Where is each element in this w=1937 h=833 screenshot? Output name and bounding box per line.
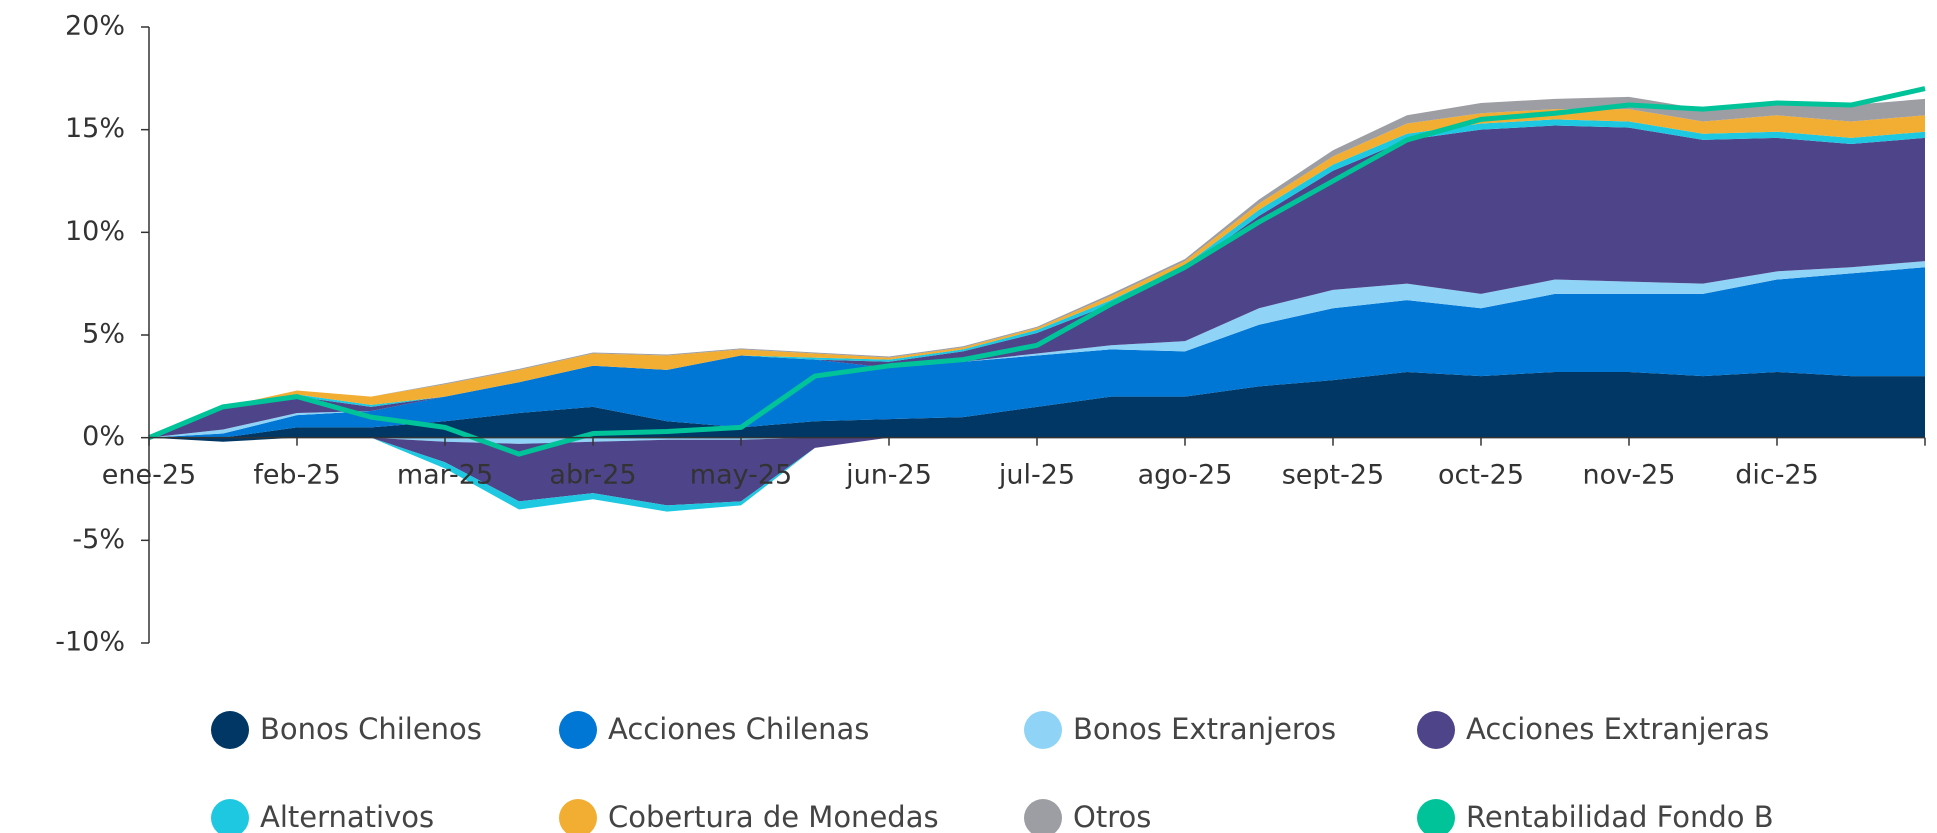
legend-swatch [1024, 711, 1062, 749]
x-tick-label: ago-25 [1138, 460, 1233, 491]
legend-label: Acciones Extranjeras [1466, 712, 1769, 746]
legend-swatch [211, 711, 249, 749]
legend-swatch [1417, 711, 1455, 749]
area [149, 125, 1925, 506]
area [149, 261, 1925, 444]
legend-label: Alternativos [260, 800, 434, 833]
legend-swatch [1417, 799, 1455, 833]
x-tick-label: jul-25 [998, 460, 1075, 491]
x-tick-label: oct-25 [1438, 460, 1524, 491]
y-tick-label: -10% [55, 627, 125, 658]
x-tick-label: ene-25 [102, 460, 196, 491]
legend-label: Cobertura de Monedas [608, 800, 939, 833]
x-tick-label: jun-25 [845, 460, 932, 491]
y-tick-label: -5% [72, 524, 125, 555]
legend-label: Rentabilidad Fondo B [1466, 800, 1774, 833]
legend-label: Bonos Extranjeros [1073, 712, 1336, 746]
y-tick-label: 0% [82, 421, 125, 452]
y-tick-label: 15% [65, 113, 125, 144]
legend: Bonos Chilenos Acciones Chilenas Bonos Ext… [211, 711, 1774, 833]
legend-swatch [559, 711, 597, 749]
x-tick-label: mar-25 [397, 460, 493, 491]
y-tick-label: 10% [65, 216, 125, 247]
plot-area [148, 86, 1926, 512]
y-tick-label: 5% [82, 319, 125, 350]
y-tick-label: 20% [65, 11, 125, 42]
legend-label: Bonos Chilenos [260, 712, 482, 746]
axes: -10% -5% 0% 5% 10% 15% 20% ene-25 feb-25 mar-25 ab… [55, 11, 1926, 658]
legend-swatch [559, 799, 597, 833]
x-tick-label: abr-25 [549, 460, 636, 491]
legend-label: Acciones Chilenas [608, 712, 869, 746]
x-tick-label: may-25 [690, 460, 792, 491]
area [149, 267, 1925, 442]
legend-swatch [211, 799, 249, 833]
x-tick-label: feb-25 [253, 460, 340, 491]
line [148, 86, 1926, 457]
legend-swatch [1024, 799, 1062, 833]
x-tick-label: nov-25 [1583, 460, 1676, 491]
x-tick-label: sept-25 [1282, 460, 1385, 491]
legend-label: Otros [1073, 800, 1151, 833]
x-tick-label: dic-25 [1735, 460, 1819, 491]
